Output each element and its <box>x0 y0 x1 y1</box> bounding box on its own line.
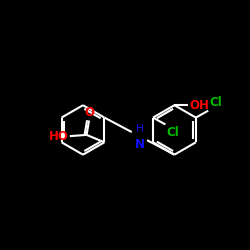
Text: N: N <box>134 138 144 151</box>
Text: O: O <box>84 106 94 118</box>
Text: HO: HO <box>49 130 68 142</box>
Text: Cl: Cl <box>167 126 179 139</box>
Text: OH: OH <box>189 99 209 112</box>
Text: H: H <box>136 124 143 134</box>
Text: Cl: Cl <box>210 96 222 110</box>
